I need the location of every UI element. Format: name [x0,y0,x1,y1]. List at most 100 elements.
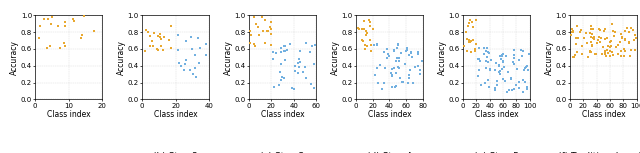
Point [462,37,472,40]
X-axis label: Class index: Class index [260,110,305,119]
Point [595,29,605,32]
Point [585,32,595,35]
Point [408,82,419,84]
Point [401,50,411,52]
Point [628,29,638,32]
Point [499,66,509,69]
Point [266,26,276,28]
Point [392,47,403,49]
Point [571,43,581,46]
Point [483,61,493,63]
Point [499,80,509,82]
Point [498,78,508,80]
Point [309,62,319,65]
Point [568,31,579,34]
Point [378,88,388,90]
Point [145,35,155,37]
Point [497,68,507,70]
Point [474,58,484,61]
Point [262,30,272,32]
Y-axis label: Accuracy: Accuracy [438,40,447,75]
Point [613,52,623,55]
Point [619,48,629,50]
Point [577,44,587,47]
Point [275,71,285,74]
Point [361,29,371,32]
Point [507,88,517,91]
Point [495,54,506,57]
Point [295,61,305,63]
Point [358,40,369,43]
Point [46,22,56,25]
Point [501,55,511,58]
Point [406,51,416,54]
Point [186,36,196,38]
Point [524,53,534,55]
Point [276,62,286,65]
Point [390,86,401,88]
Point [266,28,276,30]
Point [515,87,525,90]
Point [620,54,630,57]
Point [406,51,417,53]
Point [575,29,586,31]
Point [494,71,504,73]
Point [387,68,397,70]
Point [512,68,522,70]
Point [414,73,424,75]
Point [39,18,49,20]
Point [518,91,528,93]
Point [158,48,168,51]
Point [306,83,316,85]
Point [173,49,183,51]
Point [600,51,610,53]
Point [60,25,70,27]
Point [292,62,303,64]
Point [612,44,623,46]
Point [628,39,639,41]
Point [474,69,484,72]
Point [472,58,483,60]
Point [497,54,507,56]
Point [360,48,371,50]
Point [268,86,278,88]
Point [463,22,474,24]
Point [568,56,579,58]
Point [353,28,364,30]
Point [289,88,299,90]
Point [149,32,159,34]
Point [572,37,582,40]
Point [362,32,372,34]
Point [498,60,508,63]
Point [589,36,599,39]
Point [76,37,86,40]
Point [509,63,519,65]
Point [605,40,616,42]
Point [502,91,513,93]
Point [620,49,630,52]
Point [585,50,595,53]
Point [372,66,382,69]
Point [274,84,284,86]
Point [294,66,304,68]
Point [166,47,176,49]
Point [523,69,533,72]
Point [266,21,276,24]
Point [484,52,495,54]
Point [156,45,166,48]
Point [509,57,519,59]
Point [479,47,489,49]
Text: (f) Traditional model: (f) Traditional model [557,152,640,153]
Point [369,44,379,46]
Point [520,67,530,69]
Point [364,19,374,21]
Point [358,20,369,22]
Point [402,49,412,51]
Point [276,47,287,50]
Point [290,65,300,67]
Point [394,66,404,69]
Point [292,72,303,74]
Point [141,28,152,31]
Point [482,56,492,59]
Point [591,41,602,44]
